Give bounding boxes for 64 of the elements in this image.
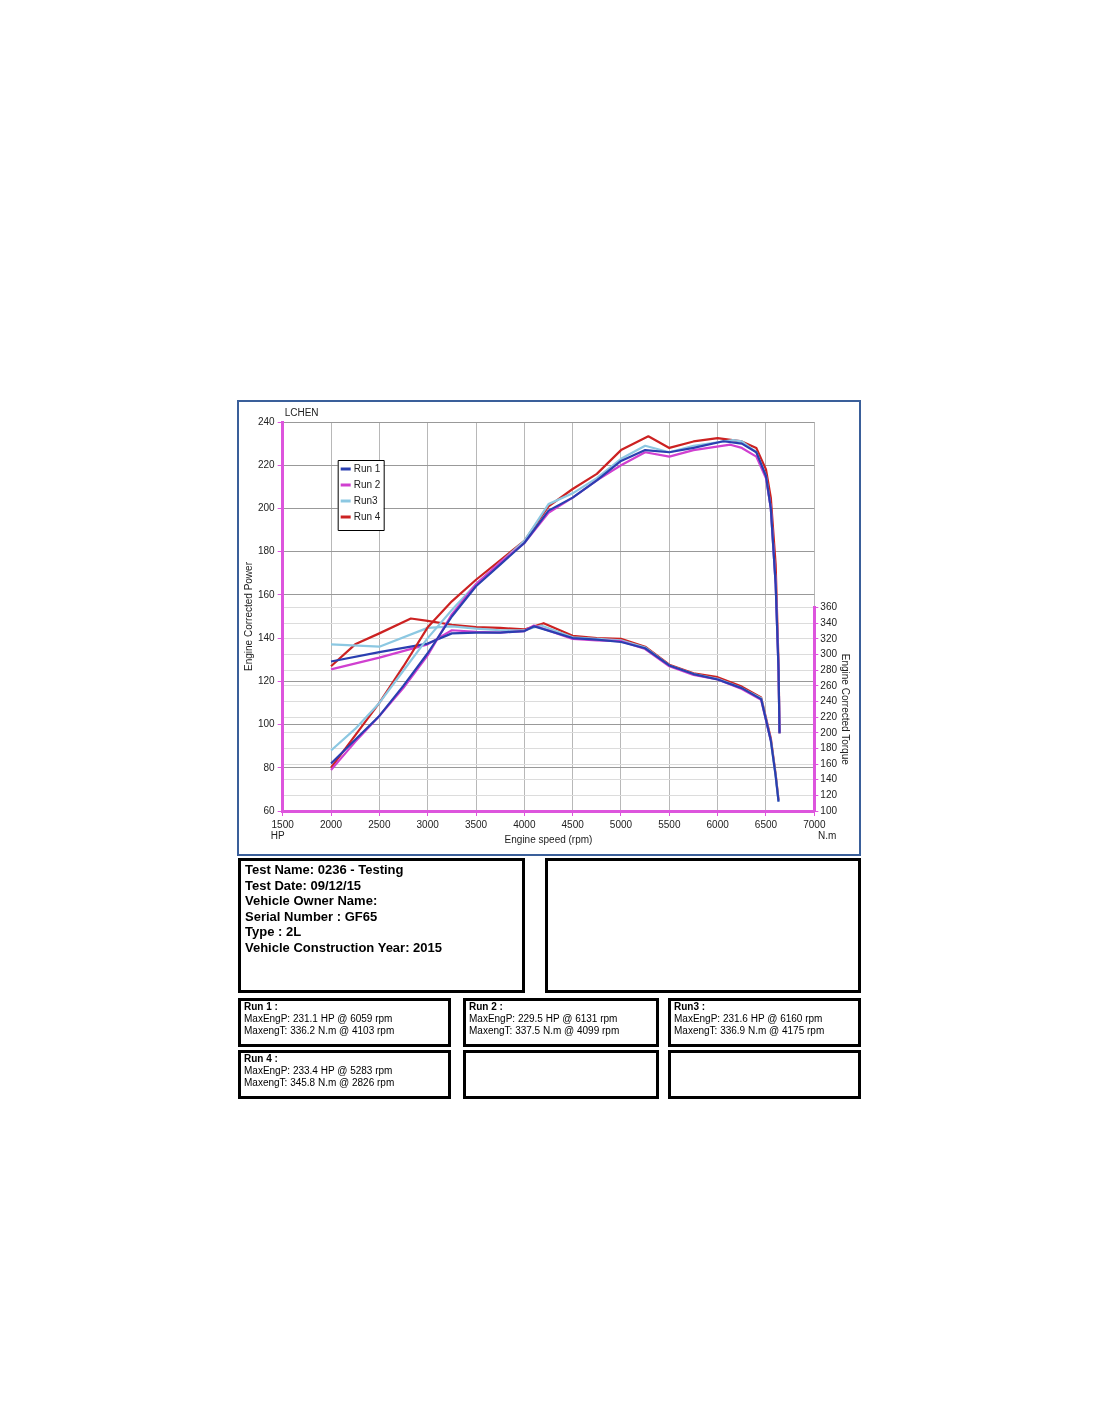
x-tick-label: 2000 — [319, 818, 343, 830]
y-axis-title: Engine Corrected Power — [242, 561, 254, 671]
text: MaxEngP: 231.6 HP @ 6160 rpm — [674, 1013, 824, 1025]
text: Run 1 : — [244, 1001, 279, 1013]
x-tick-label: 1500 — [271, 818, 295, 830]
text: Run 2 : — [469, 1001, 504, 1013]
legend-label: Run 1 — [353, 463, 381, 474]
y2-tick-label: 280 — [820, 663, 838, 675]
legend-label: Run 2 — [353, 479, 381, 490]
text: Vehicle Owner Name: — [245, 893, 379, 909]
text: MaxEngP: 233.4 HP @ 5283 rpm — [244, 1065, 394, 1077]
y-tick-label: 240 — [258, 415, 276, 427]
y-tick-label: 60 — [263, 804, 276, 816]
y-tick-label: 80 — [263, 761, 276, 773]
y-tick-label: 140 — [258, 631, 276, 643]
text: MaxengT: 336.2 N.m @ 4103 rpm — [244, 1025, 396, 1037]
legend-label: Run3 — [353, 495, 379, 506]
y2-tick-label: 160 — [820, 757, 838, 769]
y2-tick-label: 140 — [820, 773, 838, 785]
y2-tick-label: 340 — [820, 616, 838, 628]
y-tick-label: 220 — [258, 458, 276, 470]
x-tick-label: 3000 — [416, 818, 440, 830]
text: Test Date: 09/12/15 — [245, 877, 363, 894]
y2-tick-label: 120 — [820, 789, 838, 801]
text: Test Name: 0236 - Testing — [245, 862, 405, 878]
y2-tick-label: 360 — [820, 601, 838, 613]
text: MaxengT: 336.9 N.m @ 4175 rpm — [674, 1025, 826, 1037]
y2-tick-label: 100 — [820, 804, 838, 816]
y2-tick-label: 200 — [820, 726, 838, 738]
legend-label: Run 4 — [353, 511, 381, 522]
y-tick-label: 200 — [258, 502, 276, 514]
text: N.m — [817, 830, 837, 841]
x-tick-label: 4500 — [561, 818, 585, 830]
y2-tick-label: 260 — [820, 679, 838, 691]
x-tick-label: 5000 — [609, 818, 633, 830]
y2-tick-label: 300 — [820, 648, 838, 660]
y2-tick-label: 220 — [820, 710, 838, 722]
y-tick-label: 180 — [258, 545, 276, 557]
y2-axis-title: Engine Corrected Torque — [840, 653, 852, 766]
y2-tick-label: 180 — [820, 742, 838, 754]
x-tick-label: 4000 — [513, 818, 536, 830]
text: MaxengT: 345.8 N.m @ 2826 rpm — [244, 1077, 396, 1089]
x-tick-label: 5500 — [658, 818, 681, 830]
text: MaxengT: 337.5 N.m @ 4099 rpm — [469, 1025, 621, 1037]
x-tick-label: 2500 — [368, 818, 391, 830]
y2-tick-label: 240 — [820, 695, 838, 707]
x-tick-label: 7000 — [803, 818, 826, 830]
x-tick-label: 3500 — [464, 818, 488, 830]
text: Run3 : — [674, 1001, 707, 1013]
x-tick-label: 6000 — [706, 818, 730, 830]
y-tick-label: 100 — [258, 718, 276, 730]
y-tick-label: 160 — [258, 588, 276, 600]
y-tick-label: 120 — [258, 675, 276, 687]
x-axis-title: Engine speed (rpm) — [504, 833, 593, 845]
text: HP — [270, 830, 285, 841]
text: Run 4 : — [244, 1053, 279, 1065]
x-tick-label: 6500 — [754, 818, 778, 830]
text: Type : 2L — [245, 924, 303, 940]
y2-tick-label: 320 — [820, 632, 838, 644]
text: Vehicle Construction Year: 2015 — [245, 939, 443, 956]
text: Serial Number : GF65 — [245, 908, 379, 925]
text: LCHEN — [284, 407, 319, 418]
text: MaxEngP: 231.1 HP @ 6059 rpm — [244, 1013, 394, 1025]
text: MaxEngP: 229.5 HP @ 6131 rpm — [469, 1013, 619, 1025]
